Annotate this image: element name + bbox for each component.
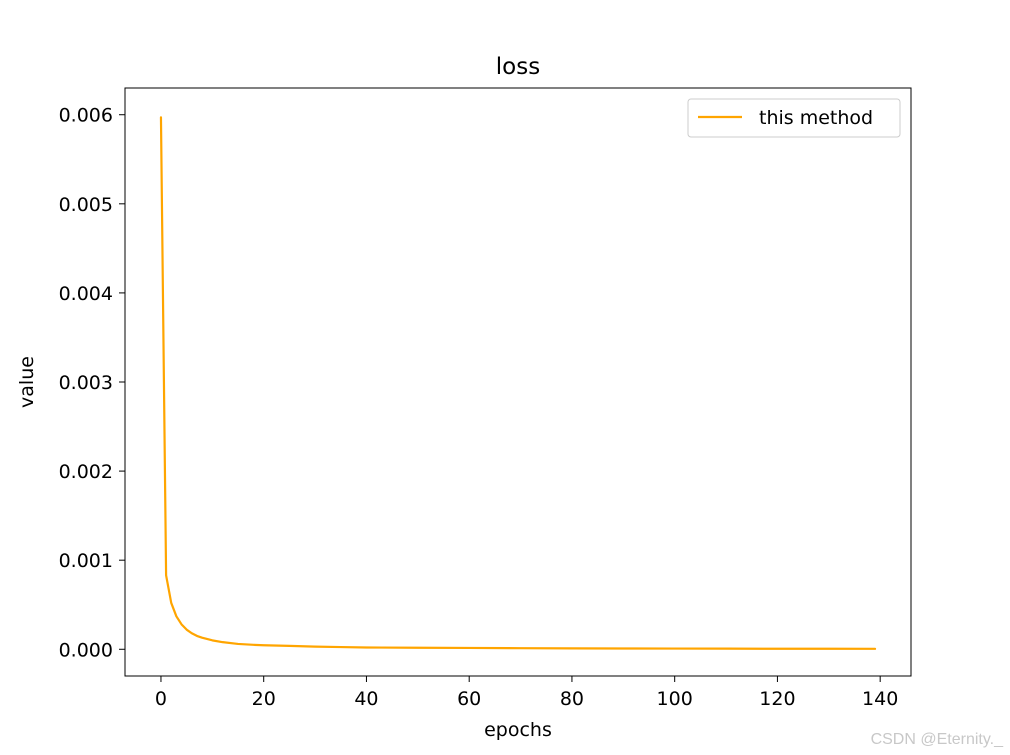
x-tick-label: 60 [457, 688, 481, 710]
y-tick-label: 0.000 [59, 639, 113, 661]
legend: this method [687, 98, 901, 138]
y-axis-label: value [16, 356, 38, 408]
y-tick-label: 0.006 [59, 105, 113, 127]
y-tick-label: 0.002 [59, 461, 113, 483]
series-layer [159, 116, 877, 650]
y-axis: 0.000 0.001 0.002 0.003 0.004 0.005 0.006 [59, 105, 125, 661]
x-tick-label: 140 [862, 688, 898, 710]
legend-label-this-method: this method [759, 107, 873, 129]
x-tick-label: 20 [252, 688, 276, 710]
legend-box [687, 98, 901, 138]
y-tick-label: 0.005 [59, 194, 113, 216]
x-tick-label: 120 [759, 688, 795, 710]
chart-title: loss [496, 54, 540, 80]
x-tick-label: 100 [657, 688, 693, 710]
series-line-0 [159, 116, 877, 650]
x-tick-label: 0 [155, 688, 167, 710]
x-tick-label: 80 [560, 688, 584, 710]
plot-frame [124, 87, 912, 677]
x-axis-label: epochs [484, 719, 552, 741]
x-axis: 0 20 40 60 80 100 120 140 [155, 676, 898, 710]
y-tick-label: 0.001 [59, 550, 113, 572]
x-tick-label: 40 [354, 688, 378, 710]
y-tick-label: 0.003 [59, 372, 113, 394]
watermark-text: CSDN @Eternity._ [871, 731, 1005, 748]
y-tick-label: 0.004 [59, 283, 113, 305]
